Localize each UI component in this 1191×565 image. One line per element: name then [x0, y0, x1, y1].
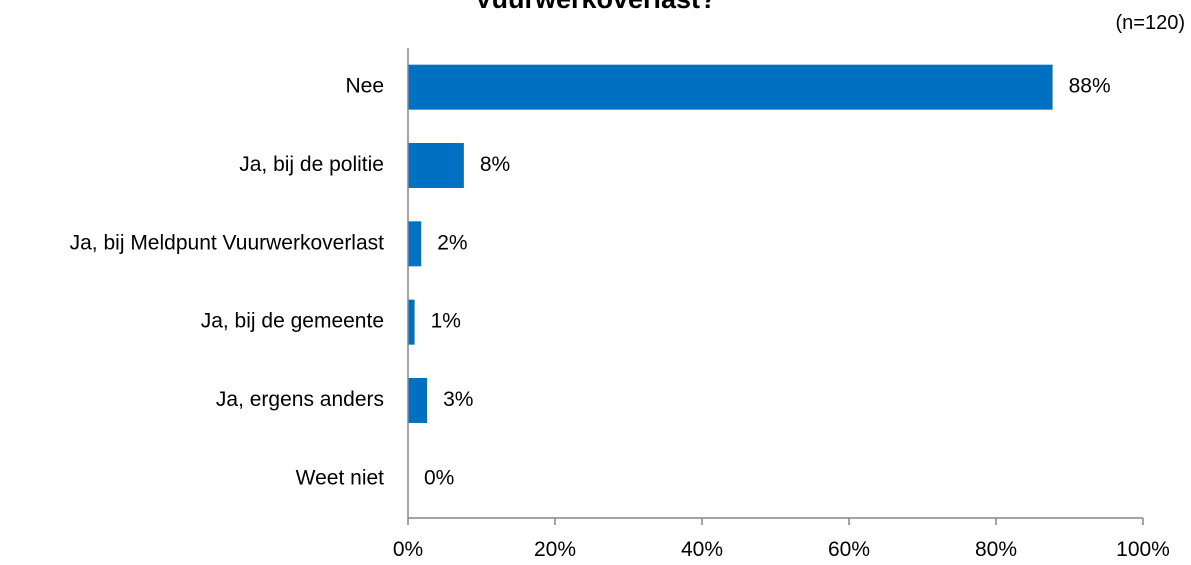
- x-tick-label: 0%: [393, 538, 423, 561]
- chart-title: Vuurwerkoverlast?: [0, 0, 1191, 15]
- data-label: 0%: [424, 466, 454, 489]
- bar: [408, 64, 1053, 110]
- x-tick-label: 40%: [681, 538, 723, 561]
- x-tick-label: 100%: [1116, 538, 1170, 561]
- category-label: Weet niet: [296, 466, 384, 489]
- x-tick-label: 60%: [828, 538, 870, 561]
- bar: [408, 221, 422, 267]
- category-label: Nee: [345, 75, 384, 98]
- category-label: Ja, bij de gemeente: [201, 310, 384, 333]
- sample-size-note: (n=120): [1115, 12, 1186, 34]
- data-label: 3%: [443, 388, 473, 411]
- x-tick-label: 80%: [975, 538, 1017, 561]
- data-label: 1%: [431, 310, 461, 333]
- category-label: Ja, bij de politie: [239, 153, 384, 176]
- data-label: 8%: [480, 153, 510, 176]
- bar: [408, 378, 428, 423]
- bar: [408, 299, 415, 345]
- bar: [408, 143, 464, 188]
- x-tick-label: 20%: [534, 538, 576, 561]
- category-label: Ja, bij Meldpunt Vuurwerkoverlast: [70, 231, 385, 254]
- category-label: Ja, ergens anders: [216, 388, 384, 411]
- data-label: 88%: [1069, 75, 1111, 98]
- data-label: 2%: [437, 231, 467, 254]
